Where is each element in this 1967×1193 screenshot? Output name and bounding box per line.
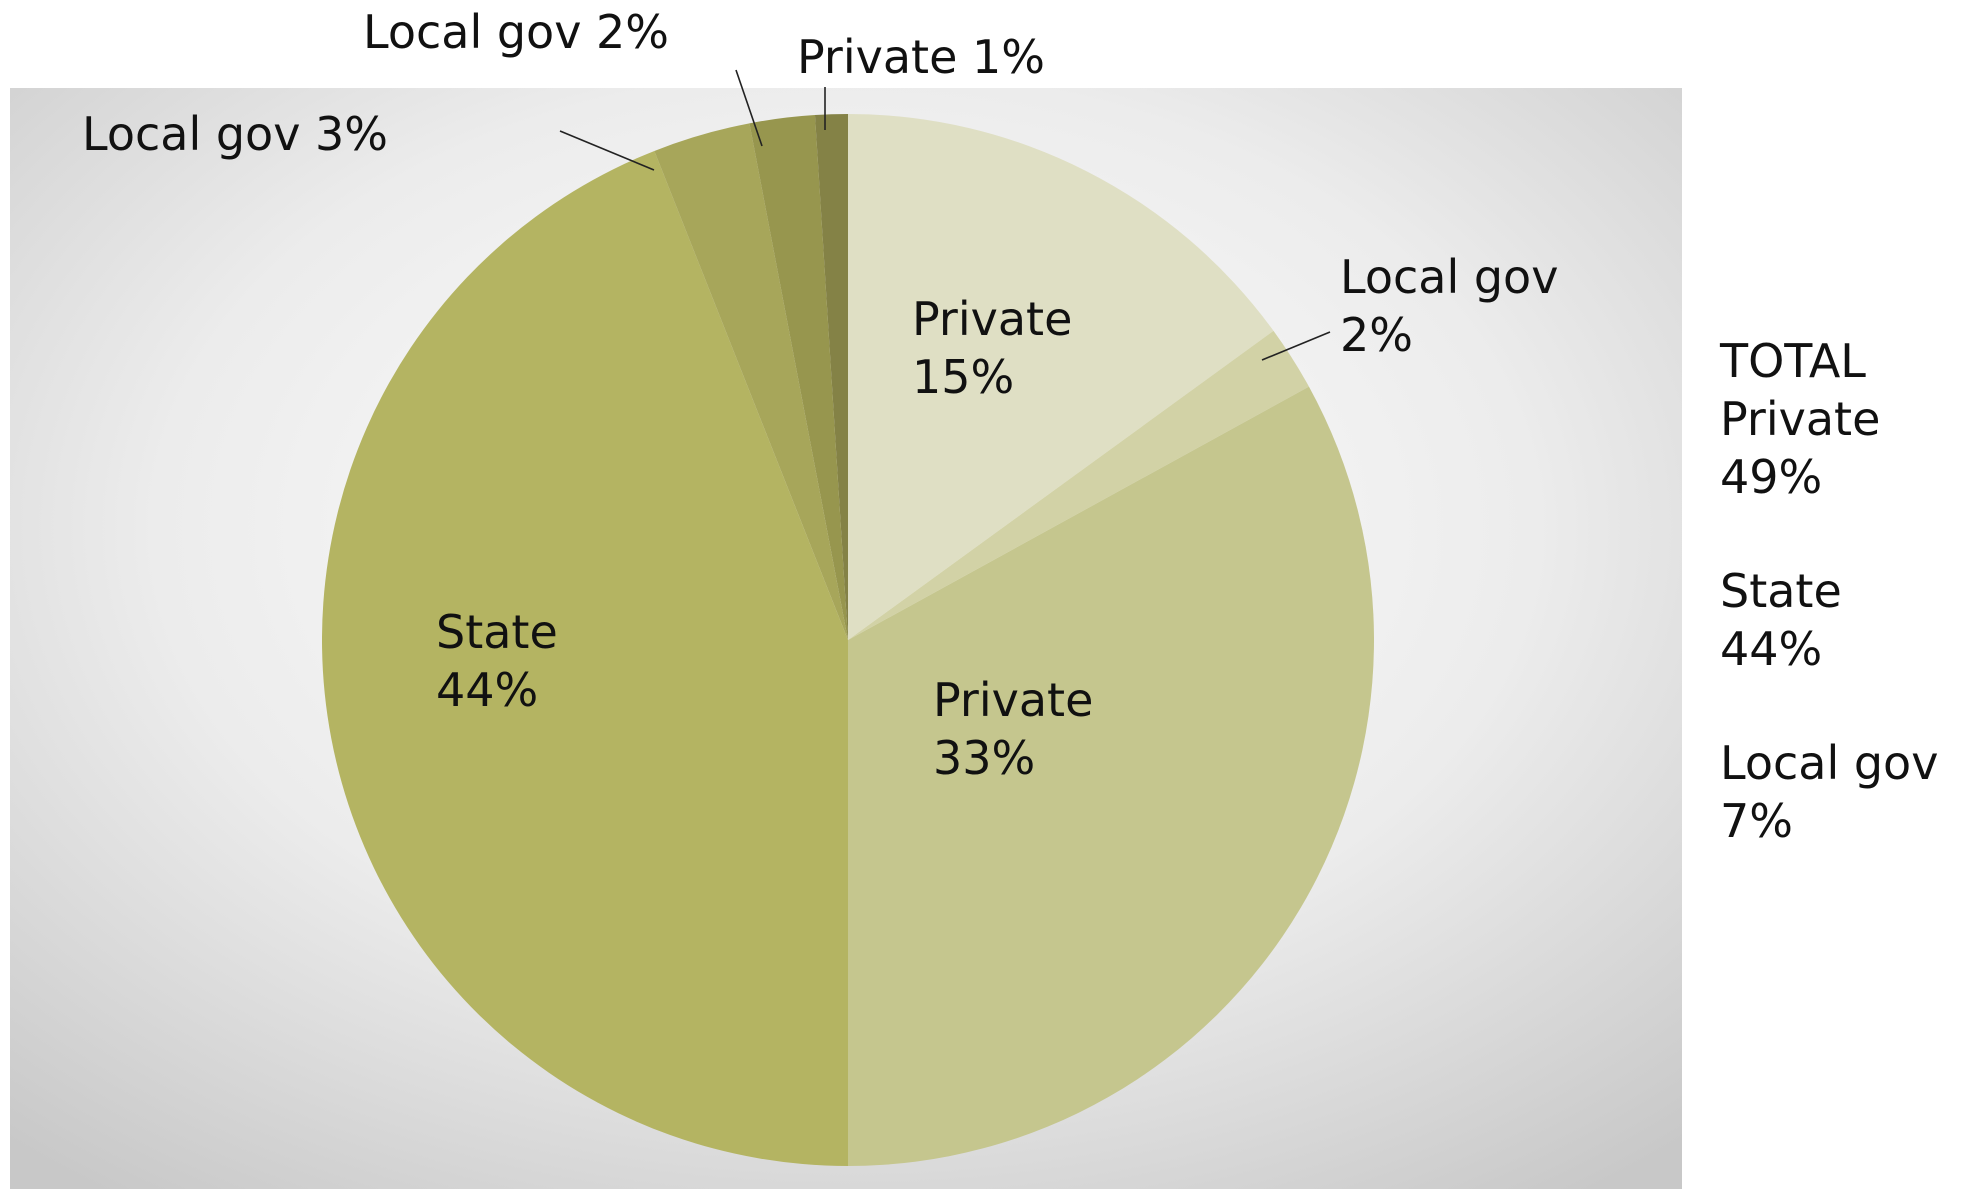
slice-label-2: Private 33% bbox=[933, 673, 1093, 785]
totals-heading: TOTAL bbox=[1720, 334, 1866, 388]
pie-slice-local-gov-1 bbox=[848, 330, 1309, 640]
slice-label-5: Local gov 2% bbox=[363, 5, 669, 59]
slice-label-3: State 44% bbox=[436, 605, 558, 717]
leader-line-4 bbox=[559, 130, 655, 171]
slice-labels: Private 15% Local gov 2% Private 33% State 44% L… bbox=[82, 5, 1558, 785]
leader-lines bbox=[559, 69, 1331, 361]
totals-localgov-value: 7% bbox=[1720, 794, 1793, 848]
totals-localgov-block: Local gov 7% bbox=[1720, 734, 1938, 850]
totals-state-value: 44% bbox=[1720, 622, 1823, 676]
slice-label-6: Private 1% bbox=[797, 30, 1045, 84]
slice-label-0: Private 15% bbox=[912, 292, 1072, 404]
pie-slice-state-3 bbox=[321, 150, 848, 1166]
totals-private-value: 49% bbox=[1720, 450, 1823, 504]
pie-slice-private-2 bbox=[848, 386, 1374, 1167]
totals-summary: TOTAL Private 49% State 44% Local gov 7% bbox=[1720, 332, 1938, 906]
pie-slice-private-6 bbox=[814, 114, 848, 640]
slice-label-4: Local gov 3% bbox=[82, 107, 388, 161]
slice-label-1: Local gov 2% bbox=[1340, 250, 1558, 362]
totals-localgov-label: Local gov bbox=[1720, 736, 1939, 790]
pie-slice-local-gov-4 bbox=[654, 123, 848, 641]
leader-line-5 bbox=[735, 69, 763, 147]
totals-private-label: Private bbox=[1720, 392, 1881, 446]
pie-slices bbox=[321, 114, 1374, 1167]
pie-slice-local-gov-5 bbox=[749, 115, 848, 640]
totals-private-block: TOTAL Private 49% bbox=[1720, 332, 1938, 506]
leader-line-1 bbox=[1261, 331, 1331, 361]
pie-slice-private-0 bbox=[848, 114, 1274, 640]
totals-state-block: State 44% bbox=[1720, 562, 1938, 678]
totals-state-label: State bbox=[1720, 564, 1842, 618]
